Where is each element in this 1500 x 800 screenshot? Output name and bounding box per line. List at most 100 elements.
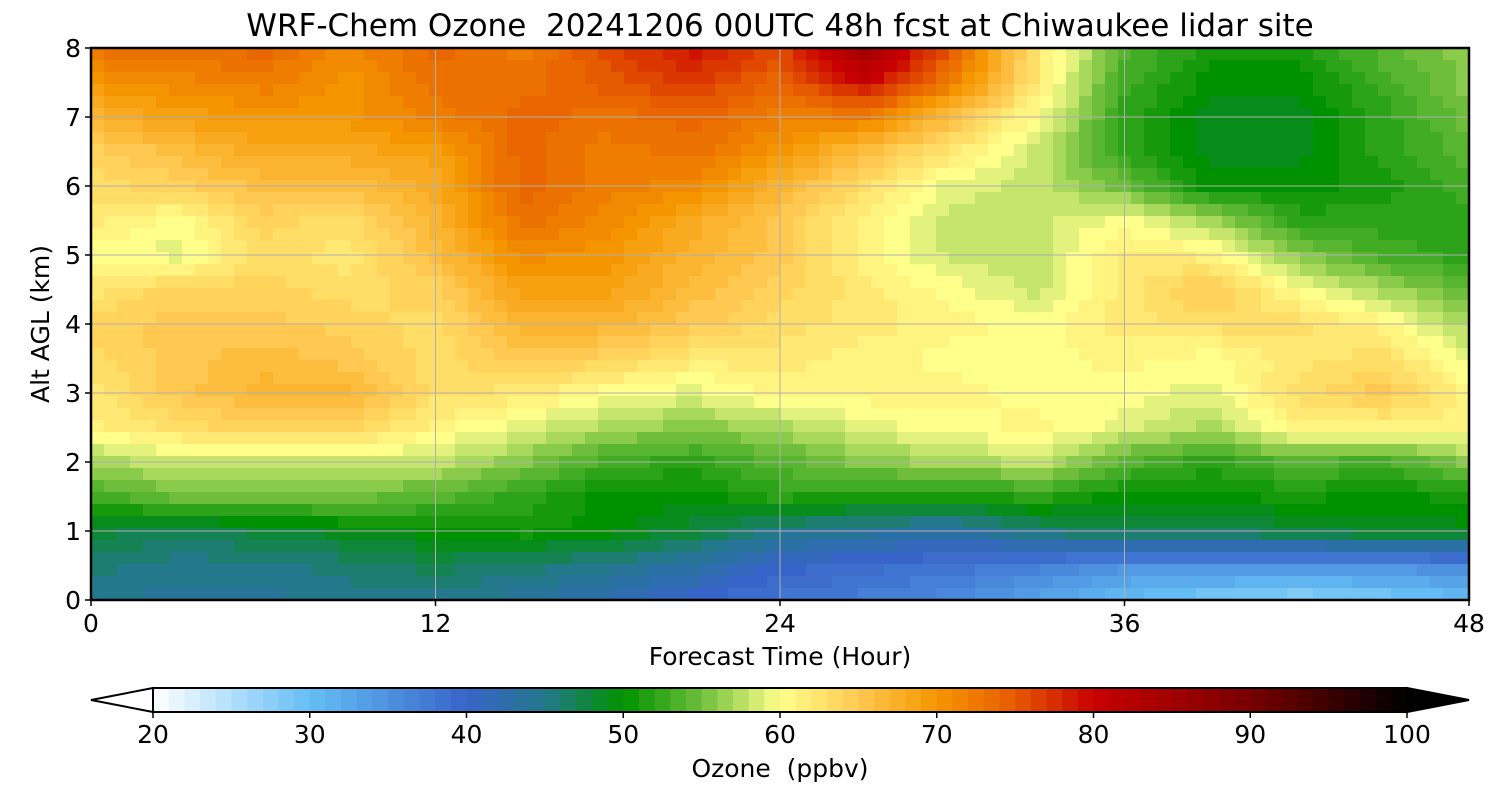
ozone-cell: [689, 132, 703, 145]
ozone-cell: [169, 372, 183, 385]
ozone-cell: [1040, 156, 1054, 169]
ozone-cell: [338, 552, 352, 565]
ozone-cell: [1261, 216, 1275, 229]
ozone-cell: [897, 420, 911, 433]
ozone-cell: [1040, 96, 1054, 109]
ozone-cell: [572, 120, 586, 133]
ozone-cell: [403, 96, 417, 109]
ozone-cell: [962, 504, 976, 517]
ozone-cell: [1183, 48, 1197, 61]
ozone-cell: [962, 48, 976, 61]
ozone-cell: [1066, 252, 1080, 265]
ozone-cell: [1170, 72, 1184, 85]
ozone-cell: [1339, 576, 1353, 589]
ozone-cell: [1131, 276, 1145, 289]
ozone-cell: [962, 552, 976, 565]
ozone-cell: [1105, 504, 1119, 517]
ozone-cell: [741, 396, 755, 409]
ozone-cell: [325, 144, 339, 157]
ozone-cell: [884, 552, 898, 565]
ozone-cell: [845, 264, 859, 277]
ozone-cell: [416, 516, 430, 529]
ozone-cell: [1209, 204, 1223, 217]
ozone-cell: [988, 288, 1002, 301]
ozone-cell: [1339, 588, 1353, 600]
ozone-cell: [351, 432, 365, 445]
ozone-cell: [832, 408, 846, 421]
ozone-cell: [806, 192, 820, 205]
ozone-cell: [702, 324, 716, 337]
ozone-cell: [156, 240, 170, 253]
ozone-cell: [1248, 540, 1262, 553]
ozone-cell: [247, 72, 261, 85]
ozone-cell: [481, 504, 495, 517]
ozone-cell: [806, 120, 820, 133]
ozone-cell: [533, 552, 547, 565]
ozone-cell: [1456, 48, 1469, 61]
ozone-cell: [585, 576, 599, 589]
ozone-cell: [1183, 204, 1197, 217]
ozone-cell: [1027, 276, 1041, 289]
ozone-cell: [195, 348, 209, 361]
ozone-cell: [767, 300, 781, 313]
ozone-cell: [494, 120, 508, 133]
ozone-cell: [1066, 492, 1080, 505]
ozone-cell: [1105, 348, 1119, 361]
ozone-cell: [871, 132, 885, 145]
ozone-cell: [1157, 48, 1171, 61]
ozone-cell: [1053, 396, 1067, 409]
ozone-cell: [611, 84, 625, 97]
ozone-cell: [377, 96, 391, 109]
ozone-cell: [195, 384, 209, 397]
ozone-cell: [1326, 324, 1340, 337]
ozone-cell: [494, 108, 508, 121]
ozone-cell: [299, 360, 313, 373]
ozone-cell: [988, 336, 1002, 349]
ozone-cell: [689, 516, 703, 529]
ozone-cell: [338, 444, 352, 457]
ozone-cell: [494, 384, 508, 397]
ozone-cell: [468, 384, 482, 397]
ozone-cell: [1209, 516, 1223, 529]
ozone-cell: [728, 576, 742, 589]
ozone-cell: [585, 372, 599, 385]
ozone-cell: [1300, 96, 1314, 109]
ozone-cell: [676, 192, 690, 205]
ozone-cell: [611, 156, 625, 169]
ozone-cell: [1040, 228, 1054, 241]
ozone-cell: [1365, 120, 1379, 133]
ozone-cell: [377, 552, 391, 565]
ozone-cell: [767, 204, 781, 217]
ozone-cell: [520, 552, 534, 565]
ozone-cell: [507, 360, 521, 373]
ozone-cell: [442, 564, 456, 577]
ozone-cell: [988, 300, 1002, 313]
ozone-cell: [1040, 564, 1054, 577]
ozone-cell: [819, 516, 833, 529]
ozone-cell: [546, 420, 560, 433]
ozone-cell: [1456, 516, 1469, 529]
ozone-cell: [962, 84, 976, 97]
ozone-cell: [962, 348, 976, 361]
ozone-cell: [494, 432, 508, 445]
ozone-cell: [962, 540, 976, 553]
ozone-cell: [806, 420, 820, 433]
ozone-cell: [143, 228, 157, 241]
ozone-cell: [572, 132, 586, 145]
ozone-cell: [104, 552, 118, 565]
ozone-cell: [611, 360, 625, 373]
ozone-cell: [455, 564, 469, 577]
ozone-cell: [572, 384, 586, 397]
ozone-cell: [923, 504, 937, 517]
ozone-cell: [923, 216, 937, 229]
ozone-cell: [637, 492, 651, 505]
ozone-cell: [195, 336, 209, 349]
ozone-cell: [1404, 408, 1418, 421]
ozone-cell: [1105, 588, 1119, 600]
ozone-cell: [390, 516, 404, 529]
ozone-cell: [1170, 96, 1184, 109]
ozone-cell: [1001, 192, 1015, 205]
ozone-cell: [741, 132, 755, 145]
ozone-cell: [533, 48, 547, 61]
ozone-cell: [299, 576, 313, 589]
